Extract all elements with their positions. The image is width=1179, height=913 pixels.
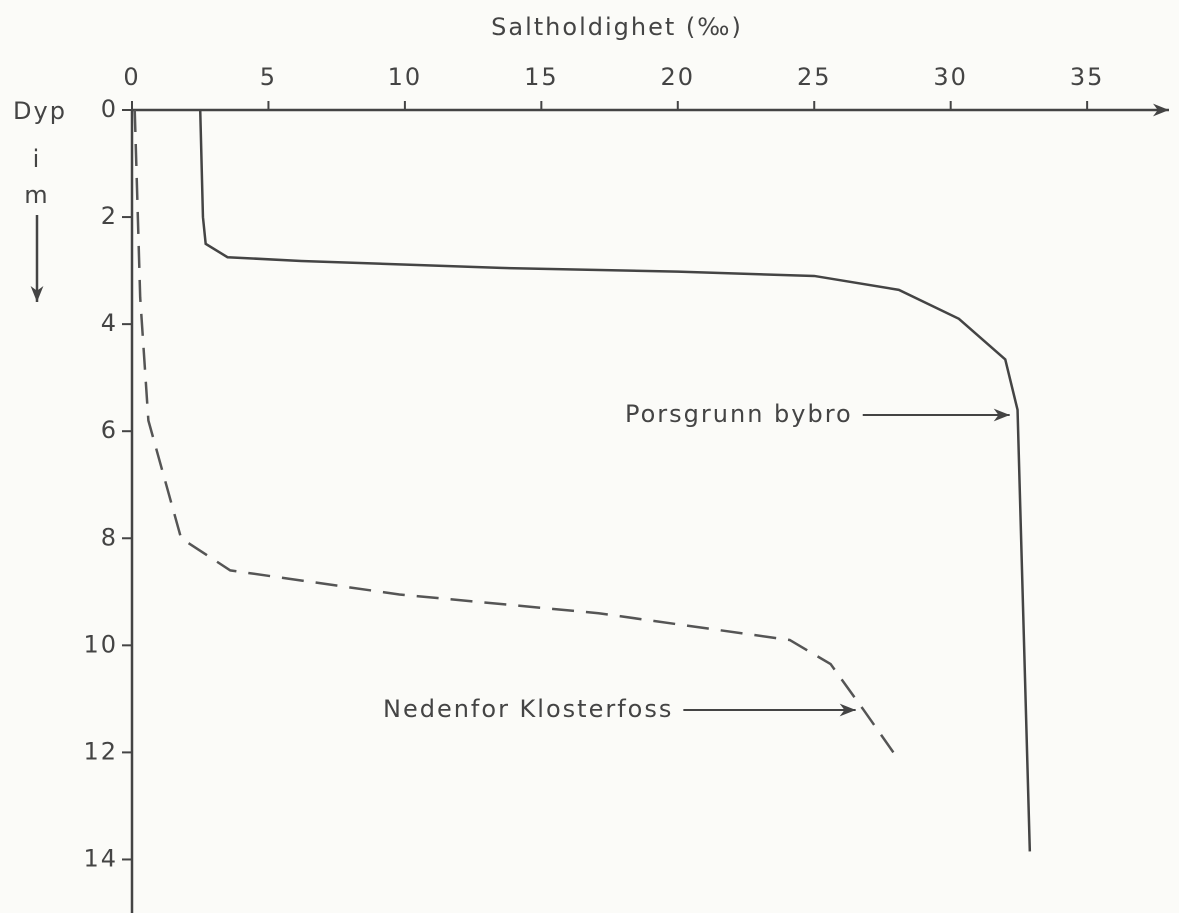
y-tick-label: 12	[83, 737, 118, 765]
series-label: Porsgrunn bybro	[625, 400, 853, 428]
y-tick-label: 14	[83, 844, 118, 872]
y-axis-label: m	[24, 181, 49, 209]
y-axis-label: Dyp	[13, 97, 67, 125]
y-tick-label: 4	[101, 309, 118, 337]
y-tick-label: 6	[101, 416, 118, 444]
series-line	[133, 109, 895, 754]
series-line	[198, 109, 1032, 852]
x-axis-label: Saltholdighet (‰)	[491, 13, 743, 41]
x-tick-label: 25	[797, 63, 832, 91]
x-tick-label: 10	[388, 63, 423, 91]
y-tick-label: 8	[101, 523, 118, 551]
x-tick-label: 35	[1070, 63, 1105, 91]
y-tick-label: 10	[83, 630, 118, 658]
x-tick-label: 15	[524, 63, 559, 91]
x-tick-label: 20	[661, 63, 696, 91]
y-axis-label: i	[33, 145, 42, 173]
y-tick-label: 0	[101, 95, 118, 123]
x-tick-label: 0	[123, 63, 140, 91]
x-tick-label: 5	[260, 63, 277, 91]
y-tick-label: 2	[101, 202, 118, 230]
x-tick-label: 30	[933, 63, 968, 91]
series-label: Nedenfor Klosterfoss	[383, 695, 673, 723]
